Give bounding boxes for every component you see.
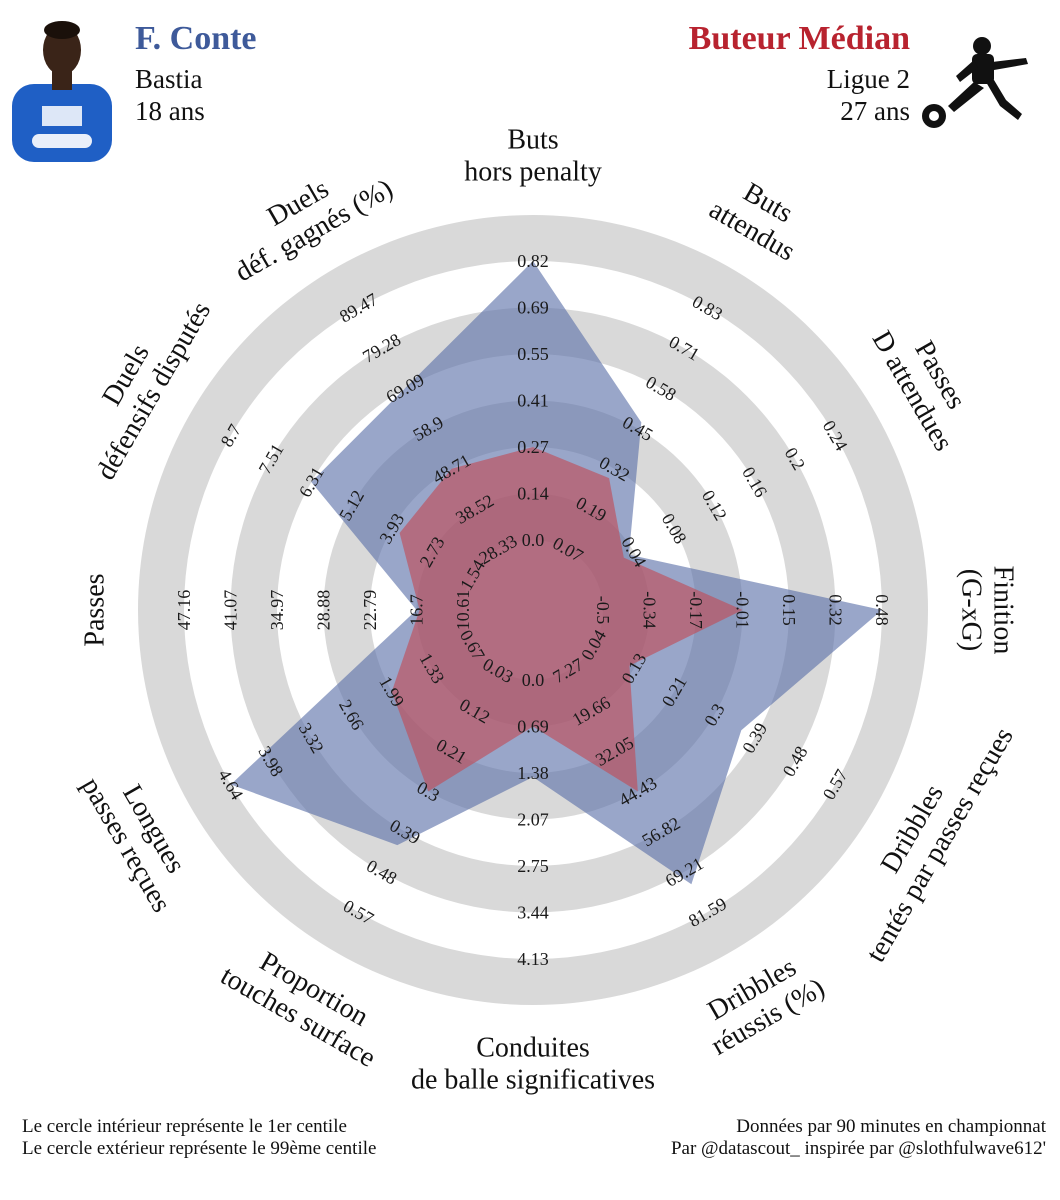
- axis-tick-label: 0.69: [517, 717, 549, 737]
- axis-label: Passes: [80, 573, 111, 646]
- footer-note-outer: Le cercle extérieur représente le 99ème …: [22, 1138, 377, 1159]
- axis-tick-label: 1.38: [517, 763, 549, 783]
- axis-tick-label: 22.79: [360, 590, 380, 631]
- reference-name: Buteur Médian: [688, 20, 910, 57]
- axis-tick-label: 2.07: [517, 810, 549, 830]
- axis-tick-label: -0.01: [733, 591, 753, 629]
- axis-tick-label: 2.75: [517, 856, 549, 876]
- axis-tick-label: 0.55: [517, 344, 549, 364]
- footer-right: Données par 90 minutes en championnat Pa…: [671, 1116, 1046, 1160]
- series-reference-area: [391, 447, 743, 792]
- axis-tick-label: 0.41: [517, 391, 549, 411]
- axis-tick-label: 41.07: [221, 590, 241, 631]
- axis-label: Finition(G-xG): [956, 566, 1019, 655]
- axis-tick-label: 28.88: [314, 590, 334, 631]
- axis-tick-label: -0.34: [640, 591, 660, 629]
- reference-age: 27 ans: [840, 96, 910, 126]
- radar-chart: 0.00.140.270.410.550.690.820.070.190.320…: [75, 125, 1020, 1096]
- footer-left: Le cercle intérieur représente le 1er ce…: [22, 1116, 376, 1160]
- footer-note-inner: Le cercle intérieur représente le 1er ce…: [22, 1116, 347, 1137]
- axis-tick-label: 0.14: [517, 484, 549, 504]
- axis-tick-label: 0.69: [517, 298, 549, 318]
- axis-tick-label: 16.7: [407, 594, 427, 626]
- reference-league: Ligue 2: [826, 64, 910, 94]
- axis-label-line: Conduites: [476, 1033, 590, 1064]
- axis-tick-label: 0.32: [826, 594, 846, 626]
- player-age: 18 ans: [135, 96, 205, 126]
- axis-tick-label: 0.0: [522, 530, 545, 550]
- axis-tick-label: -0.5: [593, 596, 613, 625]
- axis-label-line: (G-xG): [956, 569, 987, 651]
- axis-label-line: Buts: [507, 125, 558, 156]
- footer-credit: Par @datascout_ inspirée par @slothfulwa…: [670, 1138, 1046, 1159]
- axis-tick-label: 3.44: [517, 903, 549, 923]
- axis-tick-label: 0.27: [517, 437, 549, 457]
- player-club: Bastia: [135, 64, 203, 94]
- axis-tick-label: 0.48: [872, 594, 892, 626]
- footballer-pictogram-icon: [922, 37, 1028, 128]
- axis-tick-label: 4.13: [517, 949, 549, 969]
- axis-label-line: Finition: [988, 566, 1019, 655]
- axis-tick-label: -0.17: [686, 591, 706, 629]
- axis-tick-label: 47.16: [174, 590, 194, 631]
- axis-tick-label: 0.15: [779, 594, 799, 626]
- footer-data-note: Données par 90 minutes en championnat: [736, 1116, 1046, 1137]
- player-photo: [12, 21, 112, 162]
- axis-tick-label: 0.82: [517, 251, 549, 271]
- axis-label-line: de balle significatives: [411, 1065, 655, 1096]
- axis-tick-label: 0.0: [522, 670, 545, 690]
- axis-label-line: hors penalty: [464, 157, 602, 188]
- axis-tick-label: 10.61: [453, 590, 473, 631]
- player-name: F. Conte: [135, 20, 257, 57]
- axis-tick-label: 34.97: [267, 590, 287, 631]
- axis-label-line: Passes: [80, 573, 111, 646]
